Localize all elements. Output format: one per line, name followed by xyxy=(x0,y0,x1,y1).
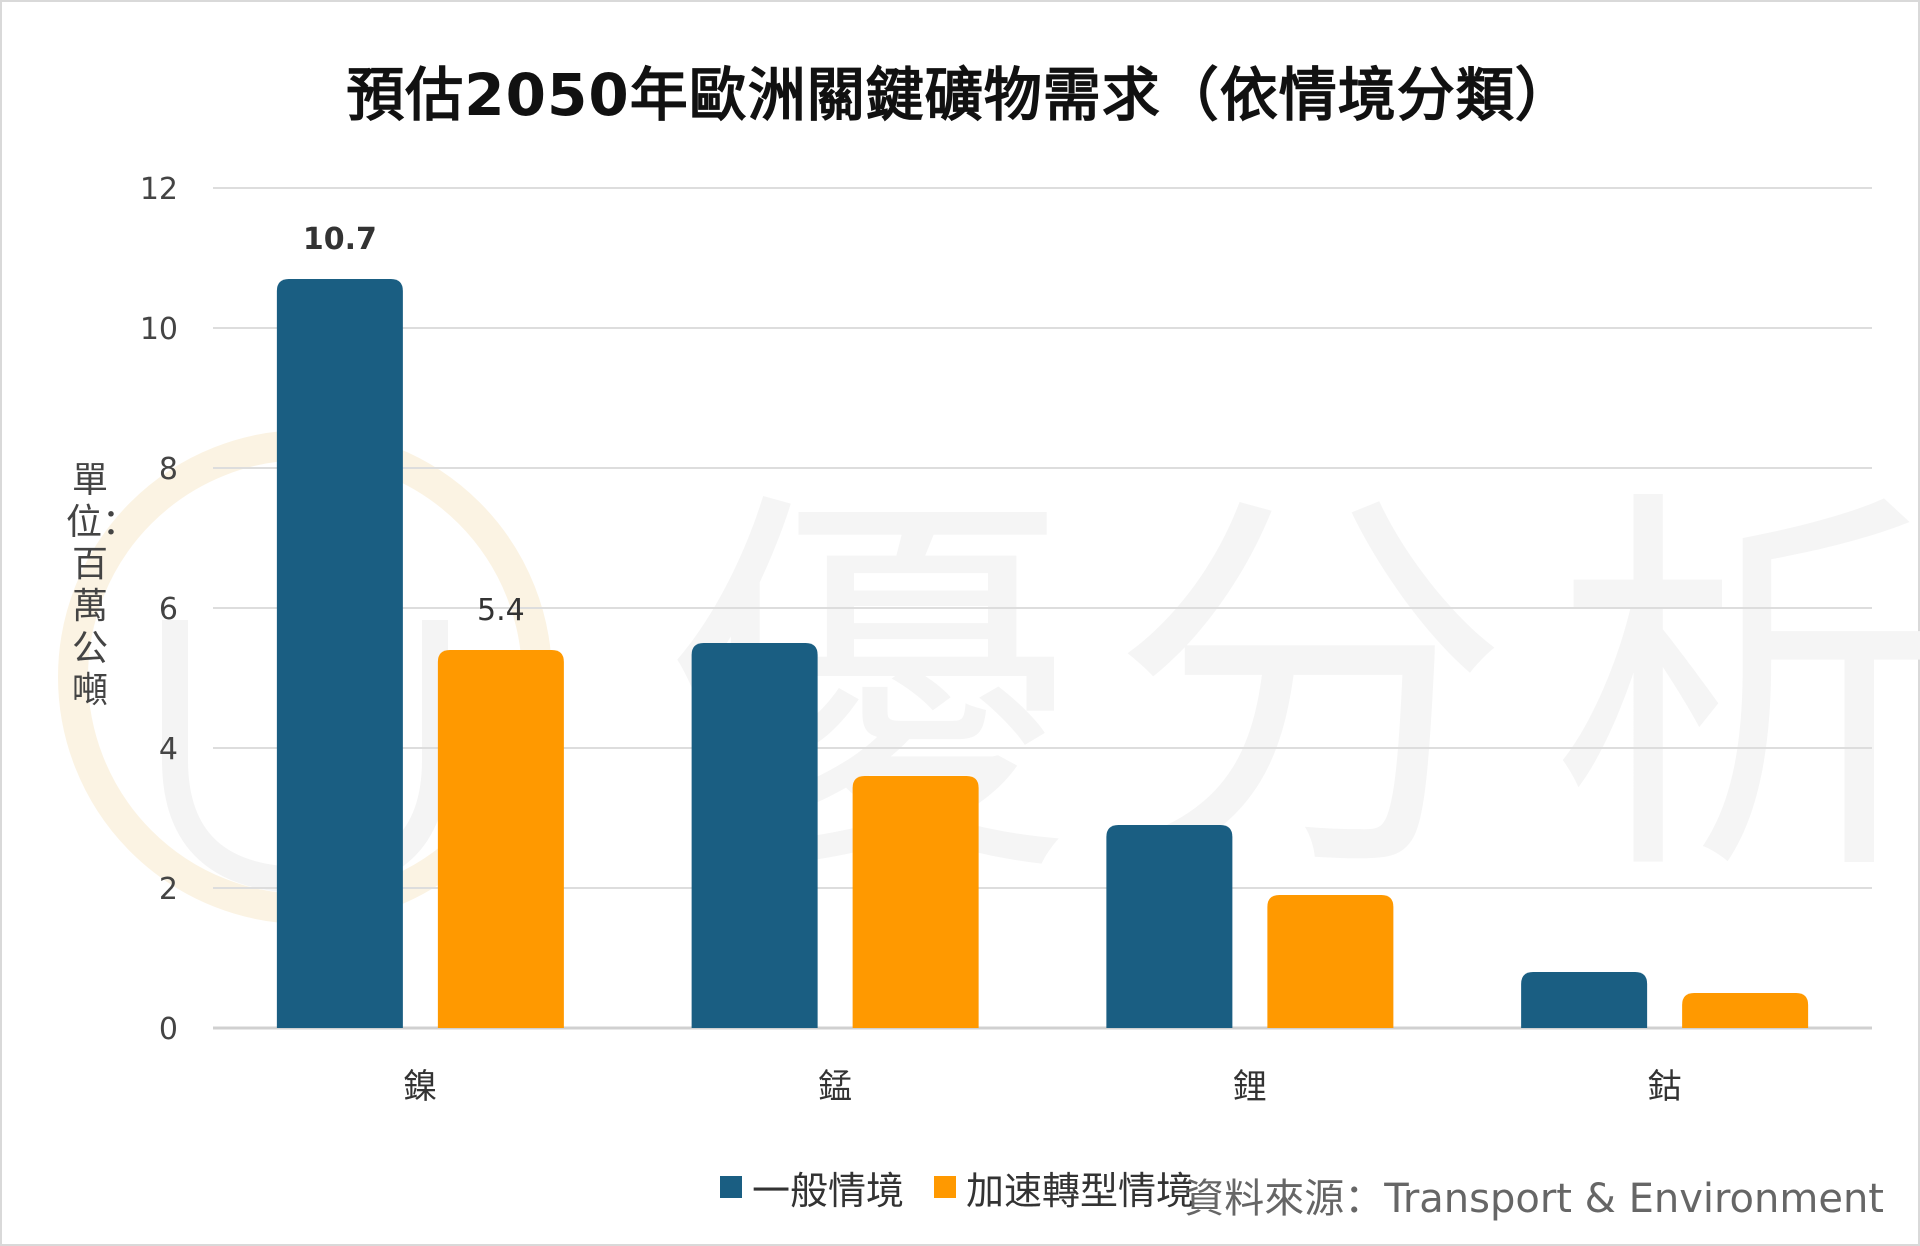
x-tick-label: 鋰 xyxy=(1233,1067,1267,1107)
bar-normal-2 xyxy=(1106,825,1233,1028)
y-tick-label: 8 xyxy=(159,452,178,487)
chart-title: 預估2050年歐洲關鍵礦物需求（依情境分類） xyxy=(346,61,1574,129)
legend-item-accelerated: 加速轉型情境 xyxy=(934,1160,1194,1215)
data-label: 5.4 xyxy=(477,593,525,628)
legend-label-accelerated: 加速轉型情境 xyxy=(966,1168,1195,1213)
y-tick-label: 12 xyxy=(140,172,178,207)
bars xyxy=(276,279,1809,1028)
y-axis: 0 2 4 6 8 10 12 xyxy=(140,172,178,1047)
x-tick-label: 鈷 xyxy=(1648,1067,1682,1107)
legend-item-normal: 一般情境 xyxy=(720,1160,904,1215)
bar-normal-1 xyxy=(691,643,818,1028)
y-tick-label: 6 xyxy=(159,592,178,627)
legend-swatch-accelerated xyxy=(934,1176,957,1198)
source-note: 資料來源：Transport & Environment xyxy=(1184,1176,1884,1222)
y-tick-label: 4 xyxy=(159,732,178,767)
bar-accelerated-3 xyxy=(1682,993,1809,1028)
y-axis-label: 單位：百萬公噸 xyxy=(66,460,139,711)
x-tick-label: 錳 xyxy=(818,1067,852,1107)
y-tick-label: 0 xyxy=(159,1012,178,1047)
legend-label-normal: 一般情境 xyxy=(752,1168,905,1213)
data-label: 10.7 xyxy=(303,222,377,257)
bar-accelerated-1 xyxy=(852,776,979,1028)
bar-normal-0 xyxy=(276,279,403,1028)
legend-swatch-normal xyxy=(720,1176,742,1198)
legend: 一般情境 加速轉型情境 xyxy=(720,1160,1224,1215)
data-labels: 10.7 5.4 xyxy=(303,222,525,628)
y-tick-label: 2 xyxy=(159,872,178,907)
bar-accelerated-2 xyxy=(1267,895,1394,1028)
bar-accelerated-0 xyxy=(437,650,564,1028)
bar-normal-3 xyxy=(1521,972,1648,1028)
x-axis: 鎳錳鋰鈷 xyxy=(403,1067,1681,1107)
x-tick-label: 鎳 xyxy=(403,1067,437,1107)
y-tick-label: 10 xyxy=(140,312,178,347)
